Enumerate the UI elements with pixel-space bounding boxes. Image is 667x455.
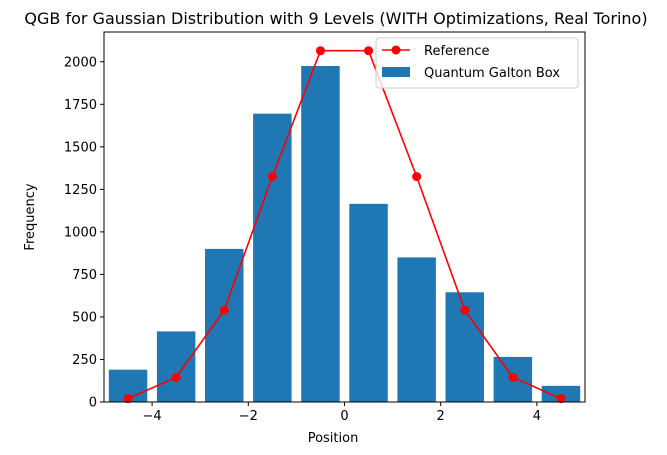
reference-point-5 [315,46,325,56]
bar-2 [156,331,196,402]
legend-reference-label: Reference [424,44,489,59]
y-tick-label: 1750 [64,98,97,113]
y-tick-label: 250 [72,353,97,368]
y-tick-label: 0 [89,396,97,411]
y-tick-label: 2000 [64,55,97,70]
legend-frame [375,37,579,89]
bar-4 [253,113,292,402]
x-tick-label: −2 [239,409,258,424]
bar-7 [397,257,436,402]
reference-point-8 [460,305,470,315]
chart-title: QGB for Gaussian Distribution with 9 Lev… [24,9,647,28]
x-tick-label: 2 [437,409,445,424]
reference-point-10 [556,394,566,404]
legend-galton-swatch [382,67,410,77]
ticks-group: −4 −2 0 2 4 0 250 500 750 1000 1250 1500 1750 2000 [64,55,541,424]
x-tick-label: −4 [143,409,162,424]
y-tick-label: 750 [72,268,97,283]
y-axis-label: Frequency [23,183,38,250]
x-tick-label: 0 [340,409,348,424]
bar-series-group [108,66,581,403]
reference-point-3 [219,305,229,315]
bar-5 [301,66,340,403]
reference-point-7 [412,172,422,182]
reference-line [127,49,562,400]
x-tick-label: 4 [533,409,541,424]
bar-6 [349,203,388,402]
y-tick-label: 1000 [64,225,97,240]
y-tick-label: 1500 [64,140,97,155]
y-tick-label: 1250 [64,183,97,198]
reference-point-4 [267,172,277,182]
legend-galton-label: Quantum Galton Box [424,66,560,81]
y-tick-label: 500 [72,310,97,325]
reference-point-2 [171,372,181,382]
reference-series-group [123,46,566,404]
reference-point-9 [508,372,518,382]
x-axis-label: Position [308,431,359,446]
bar-10 [541,385,581,402]
legend-reference-marker [391,45,401,55]
reference-point-1 [123,394,133,404]
legend: Reference Quantum Galton Box [375,37,579,89]
reference-point-6 [364,46,374,56]
